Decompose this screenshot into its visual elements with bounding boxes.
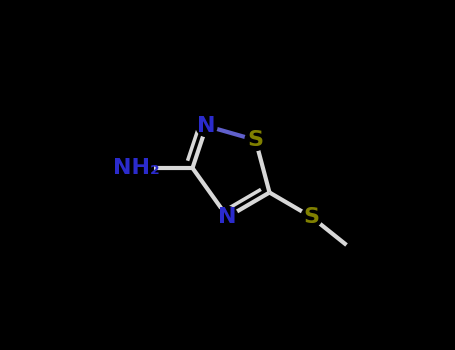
Text: S: S <box>248 130 263 150</box>
Text: NH₂: NH₂ <box>113 158 160 178</box>
Circle shape <box>217 206 238 228</box>
Text: N: N <box>197 116 216 136</box>
Circle shape <box>301 206 322 228</box>
Circle shape <box>196 116 217 136</box>
Text: N: N <box>218 207 237 227</box>
Circle shape <box>245 130 266 150</box>
Text: S: S <box>303 207 319 227</box>
Circle shape <box>120 151 153 185</box>
